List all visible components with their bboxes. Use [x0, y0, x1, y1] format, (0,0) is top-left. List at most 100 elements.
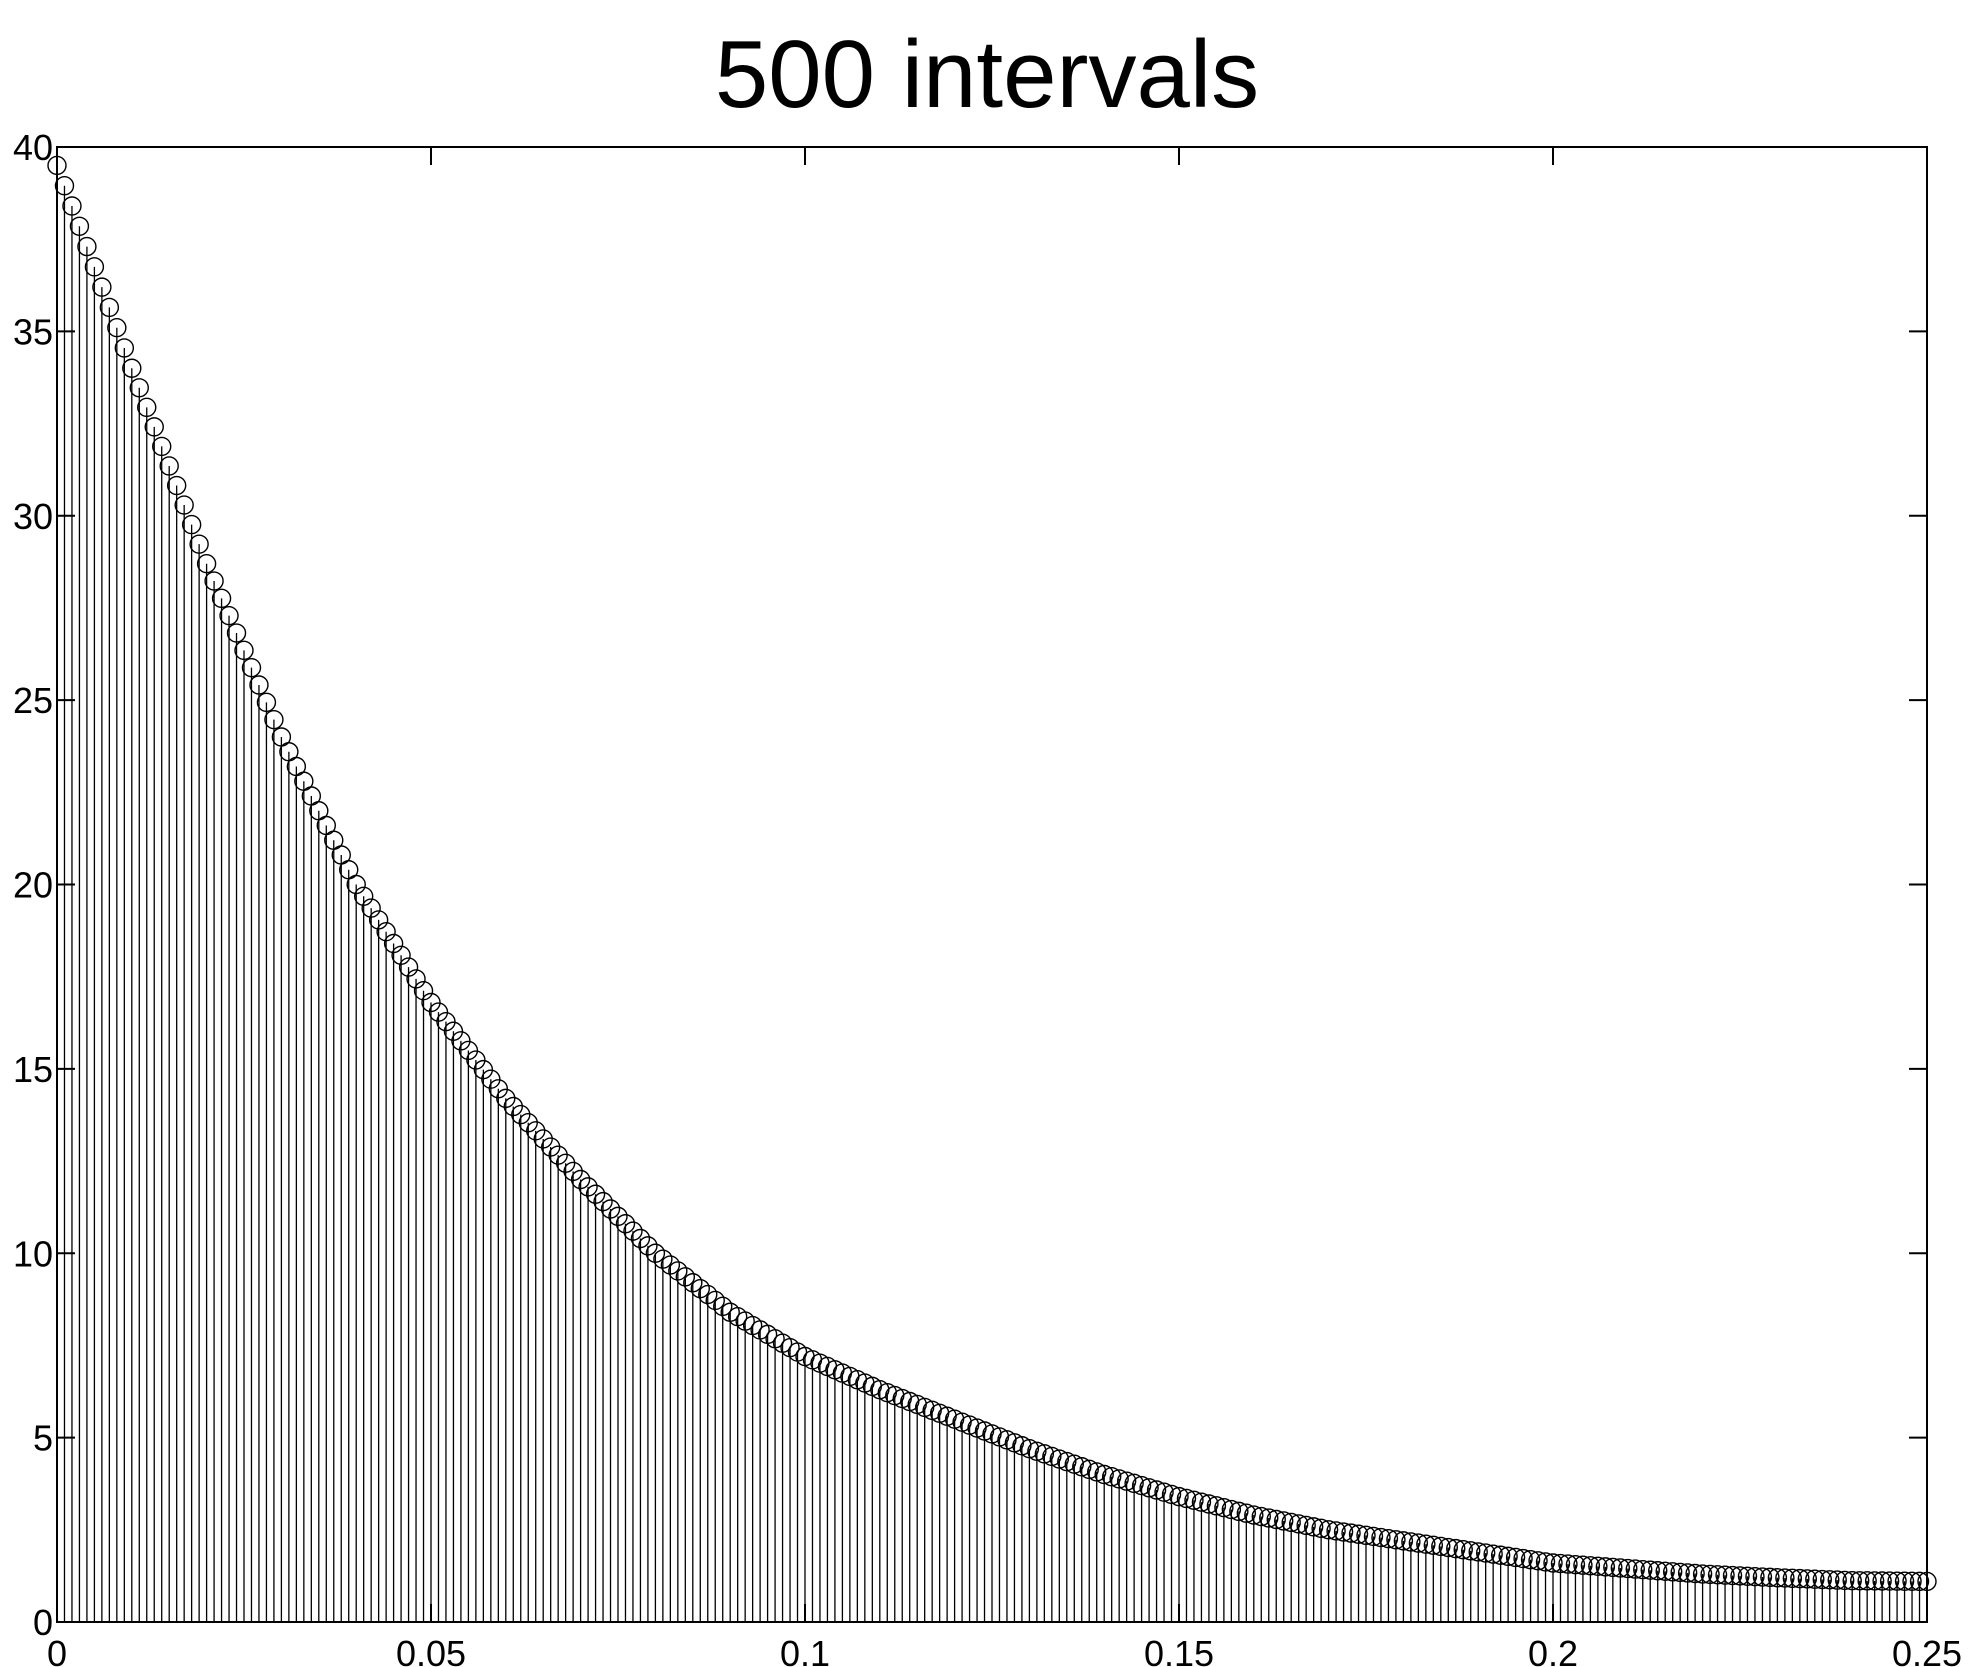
stem-marker [518, 1113, 538, 1133]
stem-marker [189, 534, 209, 554]
stem-marker [1737, 1566, 1758, 1586]
stem-marker [1588, 1556, 1608, 1577]
stem-marker [1887, 1571, 1907, 1591]
stem-marker [1221, 1499, 1242, 1520]
stem-marker [264, 709, 284, 730]
stem-marker [1259, 1508, 1279, 1528]
stem-marker [353, 886, 374, 906]
stem-marker [1767, 1568, 1788, 1588]
stem-marker [540, 1137, 561, 1157]
stem-marker [1648, 1561, 1668, 1581]
stem-marker [488, 1079, 509, 1099]
stem-marker [683, 1273, 703, 1293]
stem-marker [1363, 1526, 1384, 1547]
stem-marker [1505, 1547, 1526, 1568]
stem-marker [1535, 1552, 1556, 1572]
stem-marker [361, 898, 381, 918]
stem-marker [1580, 1556, 1601, 1576]
stem-marker [234, 640, 254, 661]
stem-marker [1296, 1515, 1316, 1536]
stem-marker [1573, 1555, 1593, 1575]
stem-marker [1700, 1564, 1720, 1585]
stem-marker [1266, 1509, 1286, 1530]
stem-marker [443, 1021, 464, 1041]
stem-marker [675, 1267, 696, 1287]
stem-marker [608, 1206, 628, 1227]
stem-marker [122, 358, 142, 378]
stem-marker [152, 436, 172, 457]
stem-marker [1161, 1484, 1182, 1505]
stem-marker [1416, 1534, 1436, 1554]
y-tick-label: 0 [33, 1602, 53, 1643]
stem-marker [1775, 1568, 1795, 1588]
stem-marker [196, 553, 217, 574]
x-tick-label: 0.05 [396, 1633, 466, 1667]
stem-marker [1019, 1438, 1040, 1459]
stem-marker [713, 1296, 733, 1317]
stem-marker [1236, 1503, 1257, 1523]
stem-marker [1101, 1467, 1122, 1487]
stem-marker [1244, 1505, 1264, 1525]
stem-marker [1438, 1537, 1458, 1558]
stem-marker [1034, 1444, 1055, 1464]
stem-marker [1842, 1570, 1862, 1591]
stem-marker [1027, 1441, 1047, 1461]
stem-marker [1184, 1490, 1204, 1511]
stem-marker [249, 675, 269, 695]
stem-marker [1677, 1563, 1698, 1583]
stem-marker [1214, 1497, 1234, 1518]
stems [56, 165, 1928, 1622]
stem-marker [1909, 1571, 1930, 1592]
markers [47, 155, 1937, 1592]
stem-marker [129, 378, 149, 398]
stem-marker [256, 692, 277, 713]
stem-marker [1872, 1571, 1892, 1591]
stem-marker [1685, 1563, 1705, 1584]
stem-marker [1730, 1566, 1750, 1586]
x-tick-label: 0.1 [780, 1633, 830, 1667]
stem-marker [481, 1069, 501, 1089]
stem-marker [1378, 1528, 1399, 1549]
stem-marker [1835, 1570, 1855, 1591]
stem-marker [1662, 1562, 1683, 1582]
stem-marker [1169, 1486, 1189, 1507]
stem-marker [1341, 1523, 1361, 1543]
stem-marker [668, 1261, 688, 1281]
stem-marker [1401, 1532, 1421, 1552]
y-tick-label: 20 [13, 865, 53, 906]
stem-marker [1790, 1568, 1810, 1589]
stem-marker [54, 176, 75, 196]
stem-marker [114, 338, 135, 358]
stem-marker [1206, 1496, 1227, 1516]
stem-marker [1446, 1538, 1466, 1559]
stem-marker [526, 1121, 546, 1141]
stem-marker [1752, 1567, 1773, 1587]
stem-marker [496, 1088, 516, 1109]
stem-marker [555, 1153, 576, 1173]
stem-marker [1311, 1518, 1331, 1539]
y-tick-label: 25 [13, 680, 53, 721]
stem-marker [107, 317, 127, 338]
stem-marker [511, 1104, 531, 1125]
stem-marker [1894, 1571, 1915, 1591]
stem-marker [1274, 1511, 1294, 1531]
stem-marker [77, 236, 97, 257]
stem-marker [1423, 1535, 1444, 1556]
stem-marker [219, 605, 239, 626]
x-tick-label: 0.15 [1144, 1633, 1214, 1667]
stem-marker [346, 874, 366, 895]
stem-marker [1625, 1559, 1645, 1579]
stem-marker [585, 1184, 606, 1204]
axes-frame [56, 146, 1928, 1623]
y-axis: 0 5 10 15 20 25 30 35 40 [13, 127, 1927, 1643]
stem-marker [1670, 1562, 1690, 1583]
stem-marker [406, 969, 426, 989]
stem-marker [413, 981, 434, 1001]
y-tick-label: 15 [13, 1049, 53, 1090]
stem-marker [1849, 1571, 1870, 1591]
stem-marker [144, 417, 164, 437]
stem-marker [1498, 1546, 1518, 1567]
stem-marker [1431, 1536, 1451, 1557]
stem-marker [593, 1191, 613, 1212]
stem-marker [630, 1228, 651, 1249]
